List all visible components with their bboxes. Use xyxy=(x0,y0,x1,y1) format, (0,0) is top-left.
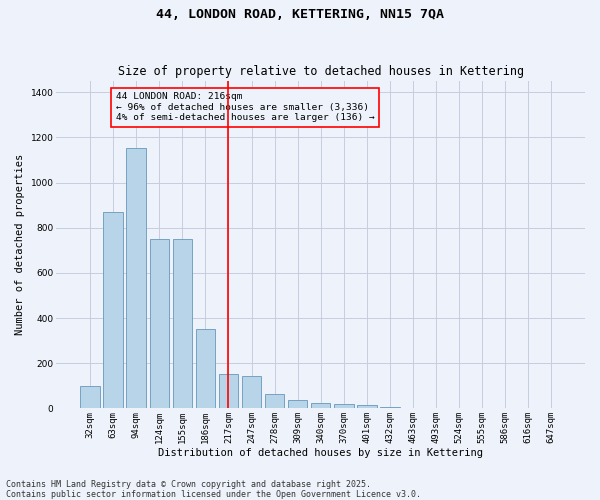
Bar xyxy=(334,404,353,408)
Bar xyxy=(80,386,100,408)
Bar xyxy=(173,239,192,408)
X-axis label: Distribution of detached houses by size in Kettering: Distribution of detached houses by size … xyxy=(158,448,483,458)
Bar xyxy=(127,148,146,408)
Text: 44 LONDON ROAD: 216sqm
← 96% of detached houses are smaller (3,336)
4% of semi-d: 44 LONDON ROAD: 216sqm ← 96% of detached… xyxy=(116,92,374,122)
Bar xyxy=(218,374,238,408)
Bar xyxy=(103,212,123,408)
Bar xyxy=(265,394,284,408)
Bar xyxy=(242,376,262,408)
Bar xyxy=(311,402,331,408)
Text: Contains HM Land Registry data © Crown copyright and database right 2025.
Contai: Contains HM Land Registry data © Crown c… xyxy=(6,480,421,499)
Bar xyxy=(149,239,169,408)
Bar xyxy=(380,407,400,408)
Y-axis label: Number of detached properties: Number of detached properties xyxy=(15,154,25,336)
Bar xyxy=(196,330,215,408)
Bar xyxy=(288,400,307,408)
Bar xyxy=(357,405,377,408)
Text: 44, LONDON ROAD, KETTERING, NN15 7QA: 44, LONDON ROAD, KETTERING, NN15 7QA xyxy=(156,8,444,20)
Title: Size of property relative to detached houses in Kettering: Size of property relative to detached ho… xyxy=(118,66,524,78)
